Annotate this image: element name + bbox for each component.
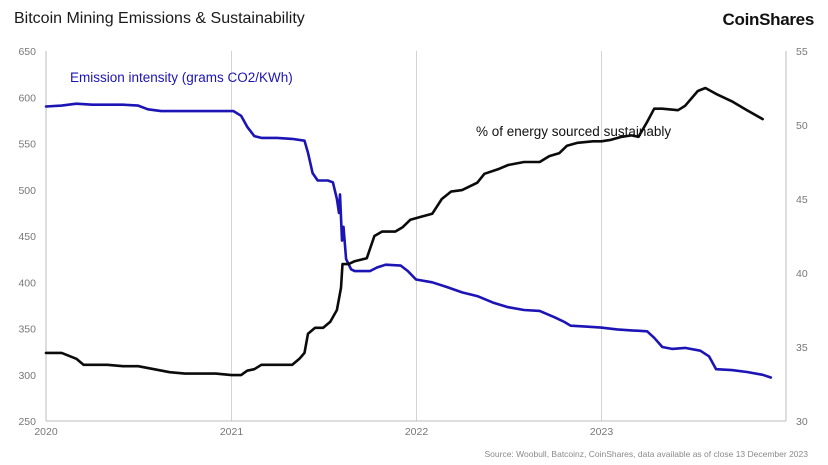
x-tick-label: 2022 — [405, 426, 429, 438]
y-left-tick-label: 350 — [18, 324, 36, 336]
y-right-tick-label: 55 — [796, 46, 808, 58]
annotation-emission-intensity: Emission intensity (grams CO2/KWh) — [70, 70, 293, 85]
y-left-tick-label: 500 — [18, 185, 36, 197]
source-note: Source: Woobull, Batcoinz, CoinShares, d… — [484, 449, 808, 459]
y-left-tick-label: 650 — [18, 46, 36, 58]
y-right-tick-label: 30 — [796, 416, 808, 428]
y-left-tick-label: 300 — [18, 370, 36, 382]
chart-title: Bitcoin Mining Emissions & Sustainabilit… — [14, 10, 305, 27]
y-right-tick-label: 40 — [796, 268, 808, 280]
series-line-sustainable-energy — [44, 86, 764, 377]
axes — [45, 51, 787, 422]
series-line-emission-intensity — [44, 102, 773, 379]
series-layer — [44, 86, 773, 379]
y-left-tick-label: 250 — [18, 416, 36, 428]
brand-logo: CoinShares — [722, 10, 815, 29]
y-left-tick-label: 600 — [18, 92, 36, 104]
annotation-sustainable-energy: % of energy sourced sustainably — [476, 124, 671, 139]
y-left-tick-label: 550 — [18, 139, 36, 151]
y-right-tick-label: 35 — [796, 342, 808, 354]
x-tick-label: 2023 — [590, 426, 614, 438]
x-tick-label: 2020 — [34, 426, 58, 438]
tick-labels: 2020 2021 2022 2023 250 300 350 400 450 500 550 600… — [18, 46, 807, 438]
gridlines — [231, 51, 603, 421]
y-right-tick-label: 45 — [796, 194, 808, 206]
y-left-tick-label: 450 — [18, 231, 36, 243]
x-tick-label: 2021 — [220, 426, 244, 438]
y-right-tick-label: 50 — [796, 120, 808, 132]
y-left-tick-label: 400 — [18, 277, 36, 289]
